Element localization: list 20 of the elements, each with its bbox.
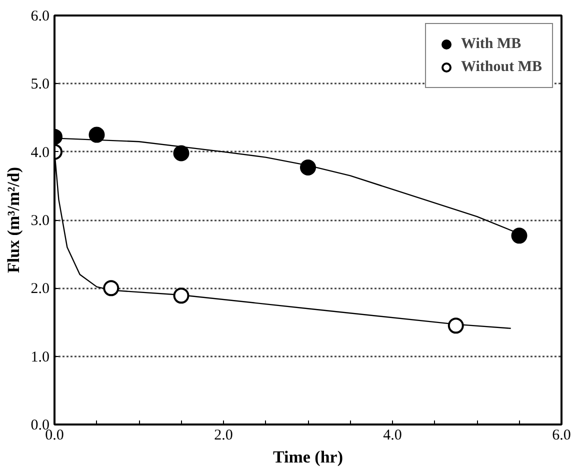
point (173, 288, 190, 304)
y-tick-label: 6.0 (30, 8, 50, 24)
x-tick-label: 6.0 (552, 428, 571, 444)
y-tick-label: 4.0 (30, 144, 50, 161)
x-tick-label: 4.0 (383, 428, 402, 444)
point (300, 160, 316, 176)
y-tick-label: 2.0 (30, 281, 50, 298)
legend-label: With MB (461, 36, 522, 52)
x-tick-label: 2.0 (214, 428, 233, 444)
point (103, 280, 120, 296)
y-tick-label: 5.0 (30, 76, 50, 93)
point (173, 145, 190, 162)
point (88, 126, 105, 143)
point (448, 318, 464, 334)
y-tick-label: 1.0 (30, 349, 50, 366)
y-axis-title: Flux (m³/m²/d) (4, 166, 23, 274)
y-tick-label: 3.0 (30, 213, 50, 229)
x-axis-title: Time (hr) (272, 448, 344, 466)
legend-label: Without MB (461, 58, 542, 76)
point (511, 228, 528, 244)
